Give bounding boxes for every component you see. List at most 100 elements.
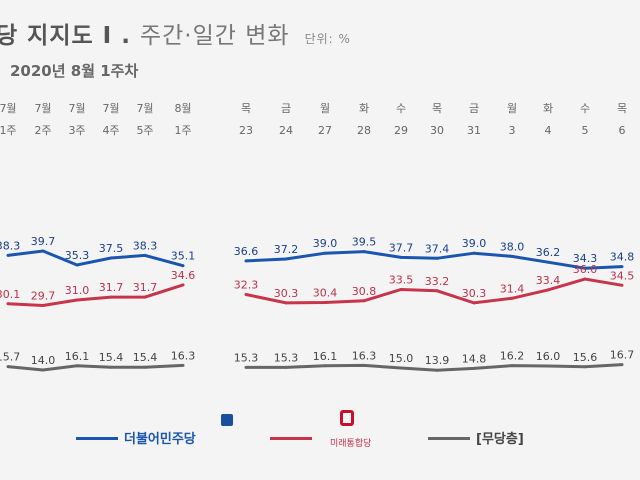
daily-gray-point [435, 368, 439, 372]
weekly-gray-point [181, 363, 185, 367]
weekly-gray-point [143, 365, 147, 369]
daily-weekday-tick: 금 [469, 102, 479, 115]
daily-date-tick: 6 [619, 124, 626, 137]
daily-blue-data-label: 37.2 [274, 243, 299, 256]
daily-weekday-tick: 금 [281, 102, 291, 115]
weekly-red-point [75, 298, 79, 302]
daily-red-data-label: 30.4 [313, 287, 338, 300]
weekly-red-data-label: 31.7 [133, 281, 158, 294]
daily-red-data-label: 36.0 [573, 263, 598, 276]
daily-red-point [323, 301, 327, 304]
daily-date-tick: 28 [357, 124, 371, 137]
legend-item-united-future: 미래통합당 [270, 410, 430, 456]
daily-gray-point [284, 365, 288, 369]
weekly-gray-data-label: 15.4 [99, 351, 124, 364]
daily-weekday-tick: 목 [241, 102, 251, 115]
weekly-blue-data-label: 38.3 [133, 239, 158, 252]
legend-item-no-party: [무당층] [428, 420, 588, 456]
weekly-red-point [6, 302, 10, 306]
daily-gray-point [546, 364, 550, 368]
daily-gray-point [323, 364, 327, 368]
weekly-blue-point [143, 253, 147, 257]
weekly-week-tick: 5주 [136, 124, 153, 137]
daily-gray-point [472, 366, 476, 370]
daily-blue-point [323, 251, 327, 255]
weekly-red-data-label: 29.7 [31, 290, 56, 303]
weekly-gray-data-label: 15.7 [0, 351, 20, 364]
daily-weekday-tick: 화 [359, 102, 369, 115]
legend-swatch-blue [76, 437, 118, 440]
legend-swatch-gray [428, 437, 470, 440]
legend-swatch-red [270, 437, 312, 440]
daily-date-tick: 31 [467, 124, 481, 137]
daily-weekday-tick: 월 [507, 102, 517, 115]
weekly-red-data-label: 31.7 [99, 281, 124, 294]
daily-gray-data-label: 16.7 [610, 349, 635, 362]
daily-red-point [510, 296, 514, 300]
weekly-blue-point [109, 256, 113, 260]
daily-date-tick: 4 [545, 124, 552, 137]
daily-red-point [399, 288, 403, 291]
legend-label-no-party: [무당층] [476, 432, 524, 447]
daily-red-data-label: 34.5 [610, 269, 635, 282]
weekly-week-tick: 4주 [102, 124, 119, 137]
weekly-blue-data-label: 35.3 [65, 249, 90, 262]
daily-gray-data-label: 15.3 [234, 351, 259, 364]
daily-blue-point [510, 254, 514, 258]
weekly-gray-point [75, 364, 79, 368]
party-logo-icon [221, 414, 233, 426]
daily-blue-data-label: 36.2 [536, 246, 561, 259]
daily-red-data-label: 31.4 [500, 282, 525, 295]
daily-blue-data-label: 34.8 [610, 251, 635, 264]
daily-red-point [583, 277, 587, 281]
daily-red-data-label: 33.4 [536, 274, 561, 287]
daily-red-data-label: 30.8 [352, 285, 377, 298]
daily-blue-point [583, 266, 587, 270]
daily-blue-point [362, 250, 366, 254]
daily-red-data-label: 32.3 [234, 279, 259, 292]
daily-gray-point [583, 365, 587, 369]
daily-gray-point [244, 365, 248, 369]
daily-red-point [435, 289, 439, 293]
daily-weekday-tick: 목 [432, 102, 442, 115]
daily-date-tick: 29 [394, 124, 408, 137]
daily-red-point [362, 299, 366, 303]
daily-gray-point [620, 363, 624, 367]
daily-blue-point [284, 257, 288, 261]
daily-blue-data-label: 36.6 [234, 245, 259, 258]
daily-red-data-label: 33.2 [425, 275, 450, 288]
weekly-week-tick: 2주 [34, 124, 51, 137]
legend-label-democratic: 더불어민주당 [124, 432, 196, 447]
daily-blue-data-label: 37.7 [389, 241, 414, 254]
daily-weekday-tick: 수 [396, 102, 406, 115]
weekly-gray-data-label: 15.4 [133, 351, 158, 364]
daily-blue-data-label: 37.4 [425, 242, 450, 255]
daily-gray-data-label: 16.3 [352, 349, 377, 362]
daily-gray-data-label: 15.6 [573, 351, 598, 364]
daily-blue-point [472, 251, 476, 255]
daily-blue-point [399, 255, 403, 259]
daily-blue-data-label: 34.3 [573, 252, 598, 265]
weekly-week-tick: 1주 [0, 124, 17, 137]
daily-gray-data-label: 13.9 [425, 354, 450, 367]
weekly-month-tick: 7월 [34, 102, 51, 115]
weekly-gray-line [7, 363, 184, 372]
daily-weekday-tick: 화 [543, 102, 553, 115]
weekly-blue-line [7, 249, 184, 268]
unit-label: 단위: % [304, 32, 351, 46]
daily-blue-data-label: 39.0 [313, 237, 338, 250]
daily-date-tick: 27 [318, 124, 332, 137]
daily-date-tick: 5 [582, 124, 589, 137]
daily-date-tick: 23 [239, 124, 253, 137]
weekly-red-data-label: 30.1 [0, 288, 20, 301]
weekly-blue-data-label: 37.5 [99, 242, 124, 255]
weekly-blue-point [75, 263, 79, 267]
daily-blue-data-label: 39.0 [462, 237, 487, 250]
weekly-blue-point [181, 264, 185, 268]
daily-gray-point [362, 363, 366, 367]
weekly-gray-data-label: 16.3 [171, 349, 196, 362]
weekly-blue-data-label: 39.7 [31, 235, 56, 248]
weekly-week-tick: 1주 [174, 124, 191, 137]
weekly-red-line [7, 283, 184, 308]
